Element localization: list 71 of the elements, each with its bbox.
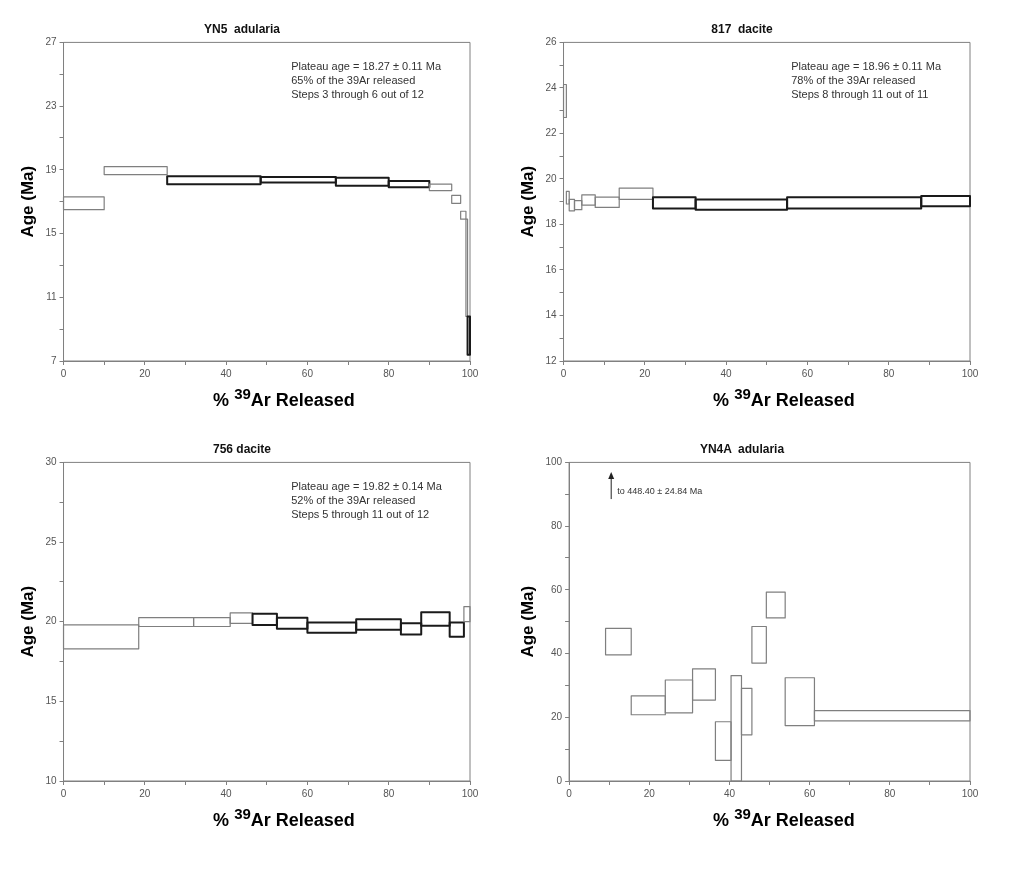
y-axis-title: Age (Ma)	[517, 165, 537, 238]
y-tick-label: 15	[45, 227, 57, 239]
annotation: 52% of the 39Ar released	[291, 494, 416, 507]
y-tick-label: 60	[550, 583, 563, 595]
x-tick-label: 60	[801, 367, 814, 379]
y-tick-label: 20	[545, 172, 557, 184]
annotation: 78% of the 39Ar released	[791, 74, 916, 87]
x-tick-label: 80	[884, 787, 896, 799]
y-tick-label: 80	[550, 519, 563, 531]
y-tick-label: 26	[545, 36, 557, 48]
y-tick-label: 7	[50, 354, 57, 366]
x-tick-label: 40	[220, 367, 233, 379]
chart-title: 817 dacite	[711, 21, 774, 36]
y-tick-label: 20	[550, 711, 563, 723]
x-tick-label: 0	[566, 787, 573, 799]
y-tick-label: 22	[545, 127, 557, 139]
x-tick-label: 40	[723, 787, 736, 799]
y-axis-title: Age (Ma)	[17, 585, 37, 658]
x-axis-title: % $^{39}$Ar Released	[212, 805, 356, 831]
x-axis-title: % $^{39}$Ar Released	[712, 385, 856, 411]
y-tick-label: 0	[556, 774, 563, 786]
y-tick-label: 20	[45, 615, 57, 627]
y-axis-title: Age (Ma)	[517, 585, 537, 658]
y-tick-label: 24	[545, 81, 557, 93]
x-tick-label: 20	[139, 787, 151, 799]
x-tick-label: 0	[60, 367, 67, 379]
x-tick-label: 20	[639, 367, 651, 379]
y-tick-label: 16	[545, 263, 557, 275]
x-tick-label: 40	[220, 787, 233, 799]
x-tick-label: 20	[139, 367, 151, 379]
annotation: Plateau age = 18.27 ± 0.11 Ma	[291, 60, 442, 73]
x-tick-label: 100	[461, 367, 479, 379]
annotation: Steps 3 through 6 out of 12	[291, 88, 424, 101]
y-tick-label: 100	[545, 456, 563, 468]
y-tick-label: 40	[550, 647, 563, 659]
x-tick-label: 0	[60, 787, 67, 799]
annotation: 65% of the 39Ar released	[291, 74, 416, 87]
x-tick-label: 60	[301, 787, 314, 799]
y-tick-label: 25	[45, 535, 57, 547]
x-tick-label: 100	[961, 367, 979, 379]
x-tick-label: 20	[643, 787, 656, 799]
annotation: Plateau age = 19.82 ± 0.14 Ma	[291, 480, 443, 493]
x-tick-label: 80	[383, 367, 395, 379]
annotation: to 448.40 ± 24.84 Ma	[617, 485, 703, 496]
y-tick-label: 27	[45, 36, 57, 48]
x-tick-label: 80	[883, 367, 895, 379]
y-axis-title: Age (Ma)	[17, 165, 37, 238]
x-tick-label: 100	[961, 787, 979, 799]
x-axis-title: % $^{39}$Ar Released	[712, 805, 856, 831]
chart-title: YN5 adularia	[203, 21, 281, 36]
annotation: Plateau age = 18.96 ± 0.11 Ma	[791, 60, 942, 73]
y-tick-label: 15	[45, 695, 57, 707]
y-tick-label: 14	[545, 309, 557, 321]
x-tick-label: 60	[301, 367, 314, 379]
x-tick-label: 60	[804, 787, 816, 799]
chart-title: 756 dacite	[212, 441, 272, 456]
y-tick-label: 18	[545, 218, 557, 230]
annotation: Steps 8 through 11 out of 11	[791, 88, 929, 101]
bar	[604, 627, 632, 656]
y-tick-label: 19	[45, 163, 57, 175]
chart-title: YN4A adularia	[699, 441, 785, 456]
x-tick-label: 40	[720, 367, 733, 379]
x-axis-title: % $^{39}$Ar Released	[212, 385, 356, 411]
x-tick-label: 80	[383, 787, 395, 799]
y-tick-label: 30	[45, 456, 57, 468]
y-tick-label: 10	[45, 774, 57, 786]
y-tick-label: 23	[45, 99, 57, 111]
annotation: Steps 5 through 11 out of 12	[291, 508, 430, 521]
y-tick-label: 11	[46, 291, 57, 303]
x-tick-label: 100	[461, 787, 479, 799]
y-tick-label: 12	[545, 354, 557, 366]
